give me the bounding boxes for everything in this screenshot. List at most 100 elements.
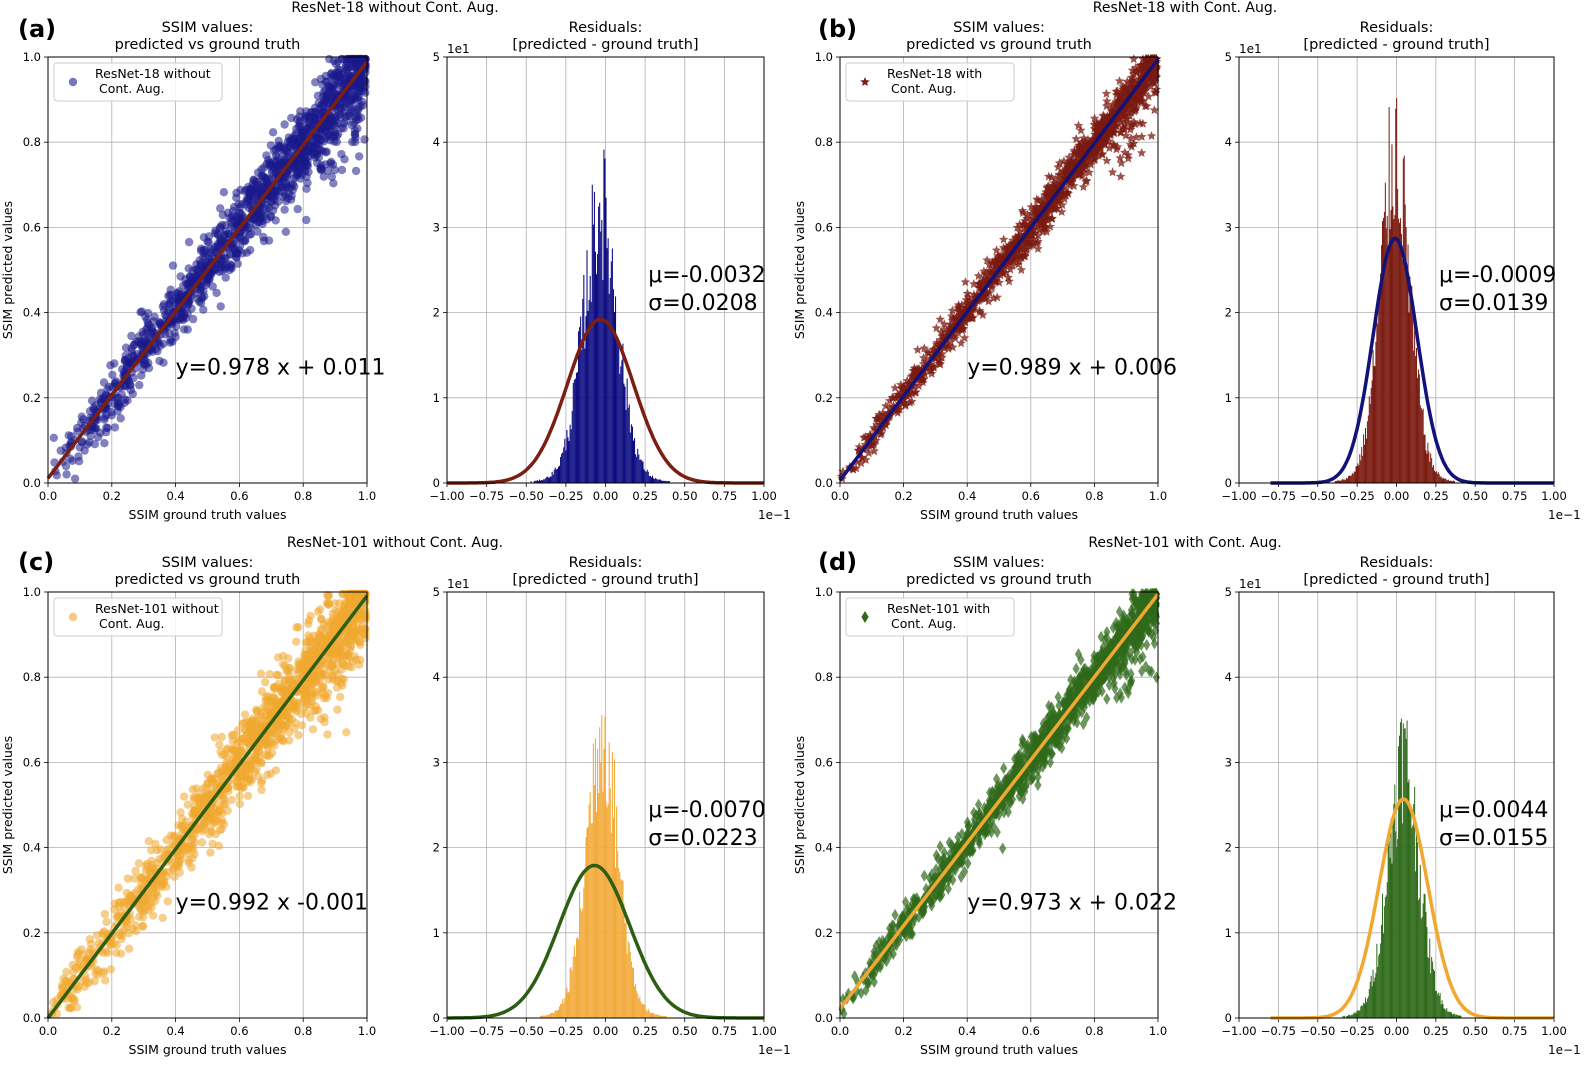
histogram-bar <box>1352 474 1354 483</box>
histogram-bar <box>1338 480 1340 483</box>
data-point <box>256 669 266 678</box>
x-tick-label: 0.0 <box>831 1024 849 1038</box>
y-tick-label: 4 <box>433 135 440 149</box>
data-point <box>935 314 945 324</box>
data-point <box>227 264 236 273</box>
data-point <box>330 648 339 657</box>
data-point <box>897 383 907 393</box>
data-point <box>192 784 201 793</box>
histogram-bar <box>615 867 617 1018</box>
histogram-bar <box>549 1014 551 1018</box>
data-point <box>899 381 909 391</box>
data-point <box>983 296 994 306</box>
data-point <box>1078 182 1089 192</box>
data-point <box>1074 148 1084 158</box>
x-tick-label: −0.75 <box>469 489 504 503</box>
data-point <box>62 470 71 479</box>
data-point <box>219 188 229 197</box>
histogram-bar <box>603 149 605 483</box>
data-point <box>328 116 337 125</box>
data-point <box>277 685 287 694</box>
data-point <box>306 713 315 722</box>
x-tick-label: 0.75 <box>712 1024 738 1038</box>
data-point <box>1086 159 1096 169</box>
data-point <box>1129 89 1139 99</box>
histogram-bar <box>630 424 632 483</box>
histogram-bar <box>1381 245 1383 483</box>
histogram-bar <box>576 372 579 483</box>
histogram-bar <box>1445 478 1447 483</box>
data-point <box>158 302 168 311</box>
x-tick-label: 0.0 <box>39 1024 57 1038</box>
data-point <box>337 123 346 133</box>
histogram-bar <box>628 404 630 483</box>
histogram-bar <box>542 1016 544 1018</box>
legend-marker <box>68 612 78 622</box>
data-point <box>947 315 958 325</box>
histogram-bar <box>1420 407 1422 483</box>
histogram-bar <box>1394 215 1396 483</box>
histogram-bar <box>1354 471 1356 483</box>
histogram-bar <box>555 1010 557 1018</box>
histogram-bar <box>579 327 581 483</box>
histogram-bar <box>567 437 569 483</box>
data-point <box>935 356 945 366</box>
data-point <box>948 342 958 352</box>
data-point <box>979 266 989 276</box>
histogram-bar <box>567 992 569 1018</box>
histogram-bar <box>1335 480 1337 483</box>
data-point <box>297 709 306 719</box>
data-point <box>130 874 139 883</box>
histogram-bar <box>602 791 604 1018</box>
data-point <box>1082 152 1092 162</box>
data-point <box>1041 187 1051 197</box>
data-point <box>1074 169 1085 179</box>
histogram-bar <box>572 382 574 483</box>
plot-title-line-2: [predicted - ground truth] <box>1303 37 1489 53</box>
data-point <box>284 712 293 721</box>
histogram-bar <box>656 479 658 483</box>
histogram-bar <box>561 1004 563 1018</box>
histogram-bar <box>1341 479 1343 483</box>
histogram-bar <box>572 956 574 1018</box>
histogram-bar <box>546 1014 548 1018</box>
data-point <box>73 985 82 994</box>
data-point <box>156 877 165 886</box>
histogram-bar <box>1449 481 1451 483</box>
histogram-bar <box>625 918 627 1018</box>
histogram-bar <box>610 261 612 483</box>
data-point <box>1091 143 1101 153</box>
data-point <box>1013 259 1023 269</box>
data-point <box>1142 62 1152 72</box>
data-point <box>293 170 302 180</box>
data-point <box>342 728 351 737</box>
y-tick-label: 0.4 <box>815 841 833 855</box>
y-tick-label: 0.0 <box>815 1011 833 1025</box>
data-point <box>206 789 215 798</box>
histogram-bar <box>660 479 662 483</box>
data-point <box>308 725 318 734</box>
plot-title-line-2: predicted vs ground truth <box>906 37 1092 53</box>
plot-frame <box>839 56 1159 484</box>
histogram-bar <box>630 961 632 1018</box>
panel-b-letter: (b) <box>818 15 857 43</box>
data-point <box>329 179 338 188</box>
data-point <box>265 670 274 679</box>
data-point <box>182 817 191 826</box>
data-point <box>1136 148 1147 157</box>
histogram-bar <box>1395 108 1397 483</box>
data-point <box>1140 86 1150 96</box>
plot-frame <box>1238 56 1555 484</box>
histogram-bar <box>664 480 666 483</box>
histogram-bar <box>591 184 593 483</box>
data-point <box>947 305 958 315</box>
histogram-bar <box>590 823 592 1018</box>
data-point <box>279 157 288 167</box>
data-point <box>879 410 889 420</box>
histogram-bar <box>608 293 610 483</box>
histogram-bar <box>571 410 573 483</box>
data-point <box>208 245 218 255</box>
data-point <box>1115 171 1126 181</box>
data-point <box>77 412 87 421</box>
